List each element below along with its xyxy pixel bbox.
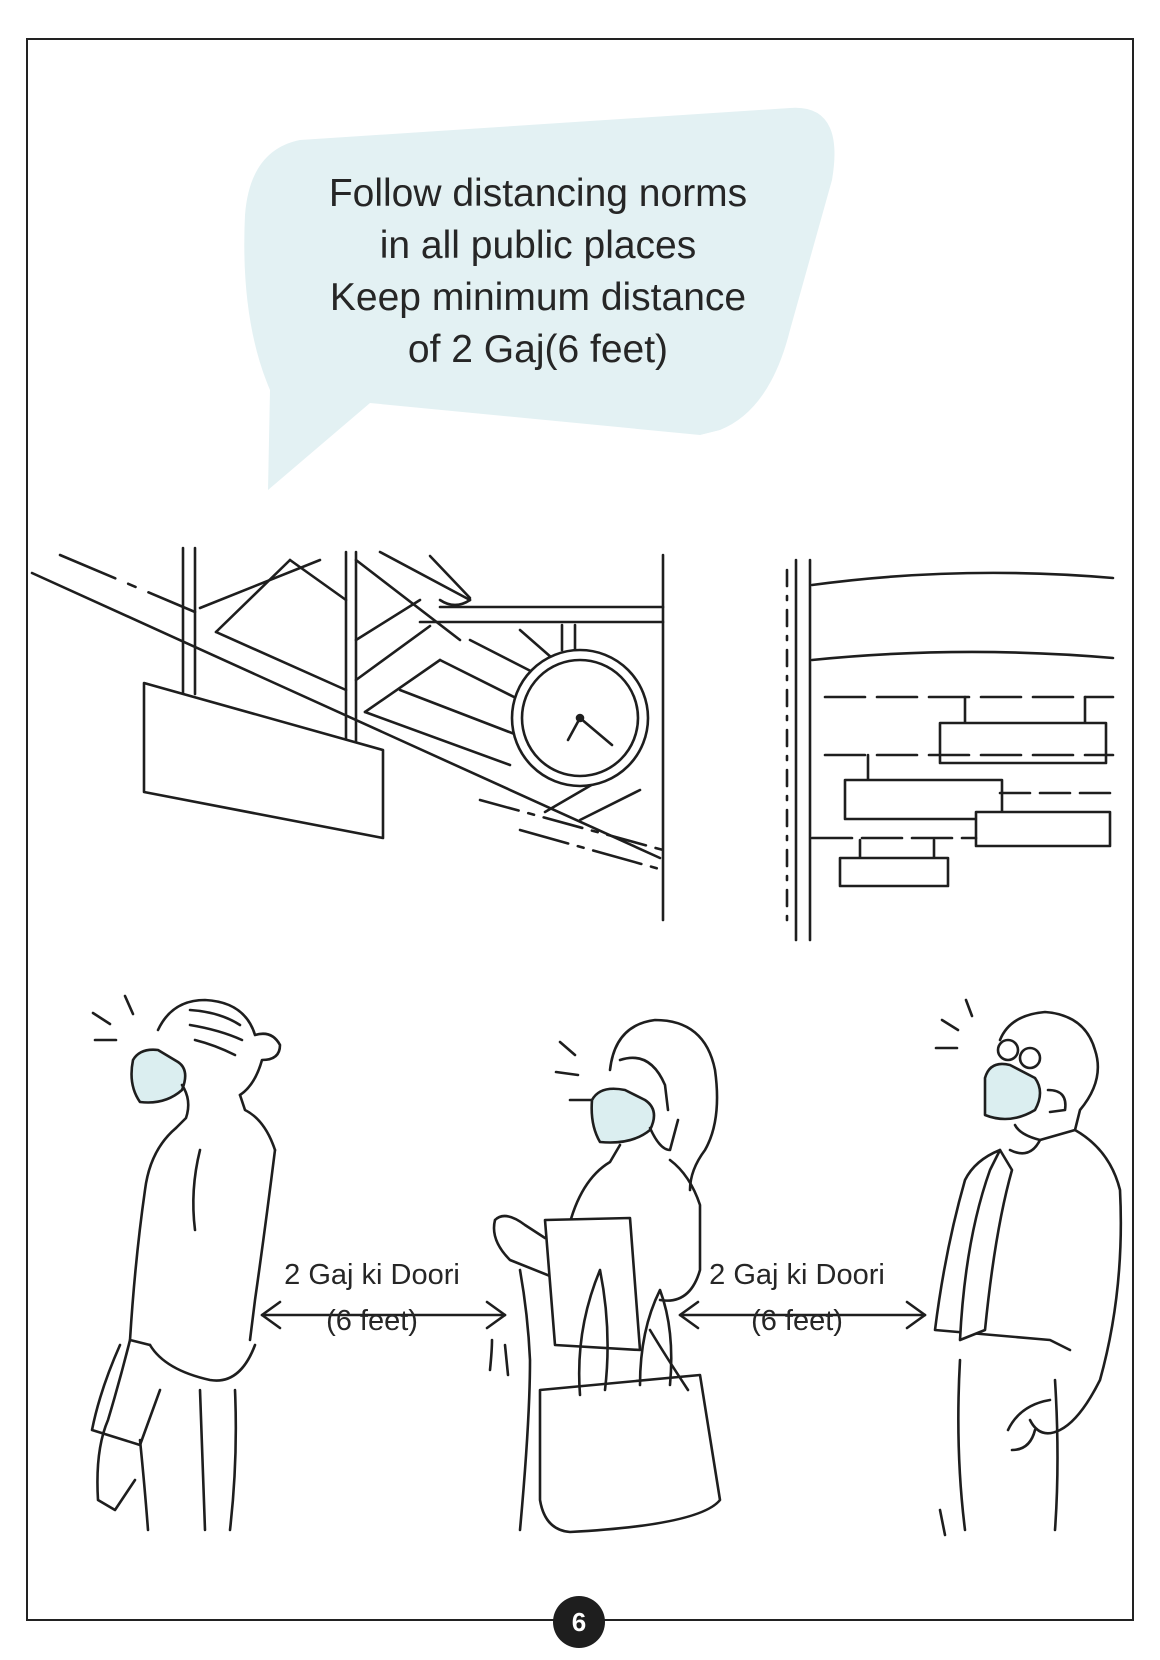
station-ceiling: [30, 546, 665, 922]
bubble-line-4: of 2 Gaj(6 feet): [407, 328, 669, 371]
distance-label-left-line2: (6 feet): [326, 1305, 418, 1337]
person-left: [90, 994, 282, 1532]
distance-label-right-line2: (6 feet): [751, 1305, 843, 1337]
station-clock: [510, 648, 650, 788]
hanging-sign: [142, 681, 385, 840]
speech-bubble: [244, 107, 835, 491]
distance-label-right-line1: 2 Gaj ki Doori: [709, 1259, 885, 1291]
distance-label-left-line1: 2 Gaj ki Doori: [284, 1259, 460, 1291]
bubble-line-1: Follow distancing norms: [328, 172, 748, 215]
distance-label-left: 2 Gaj ki Doori (6 feet): [257, 1252, 487, 1344]
station-boards: [785, 558, 1115, 942]
page-number: 6: [553, 1596, 605, 1648]
person-right: [933, 998, 1123, 1537]
person-middle: [488, 1018, 722, 1534]
distance-arrow-right: [678, 1300, 927, 1330]
bubble-line-2: in all public places: [379, 224, 697, 267]
distance-arrow-left: [260, 1300, 507, 1330]
distance-label-right: 2 Gaj ki Doori (6 feet): [682, 1252, 912, 1344]
bubble-line-3: Keep minimum distance: [329, 276, 747, 319]
speech-bubble-text: Follow distancing norms in all public pl…: [258, 168, 818, 376]
